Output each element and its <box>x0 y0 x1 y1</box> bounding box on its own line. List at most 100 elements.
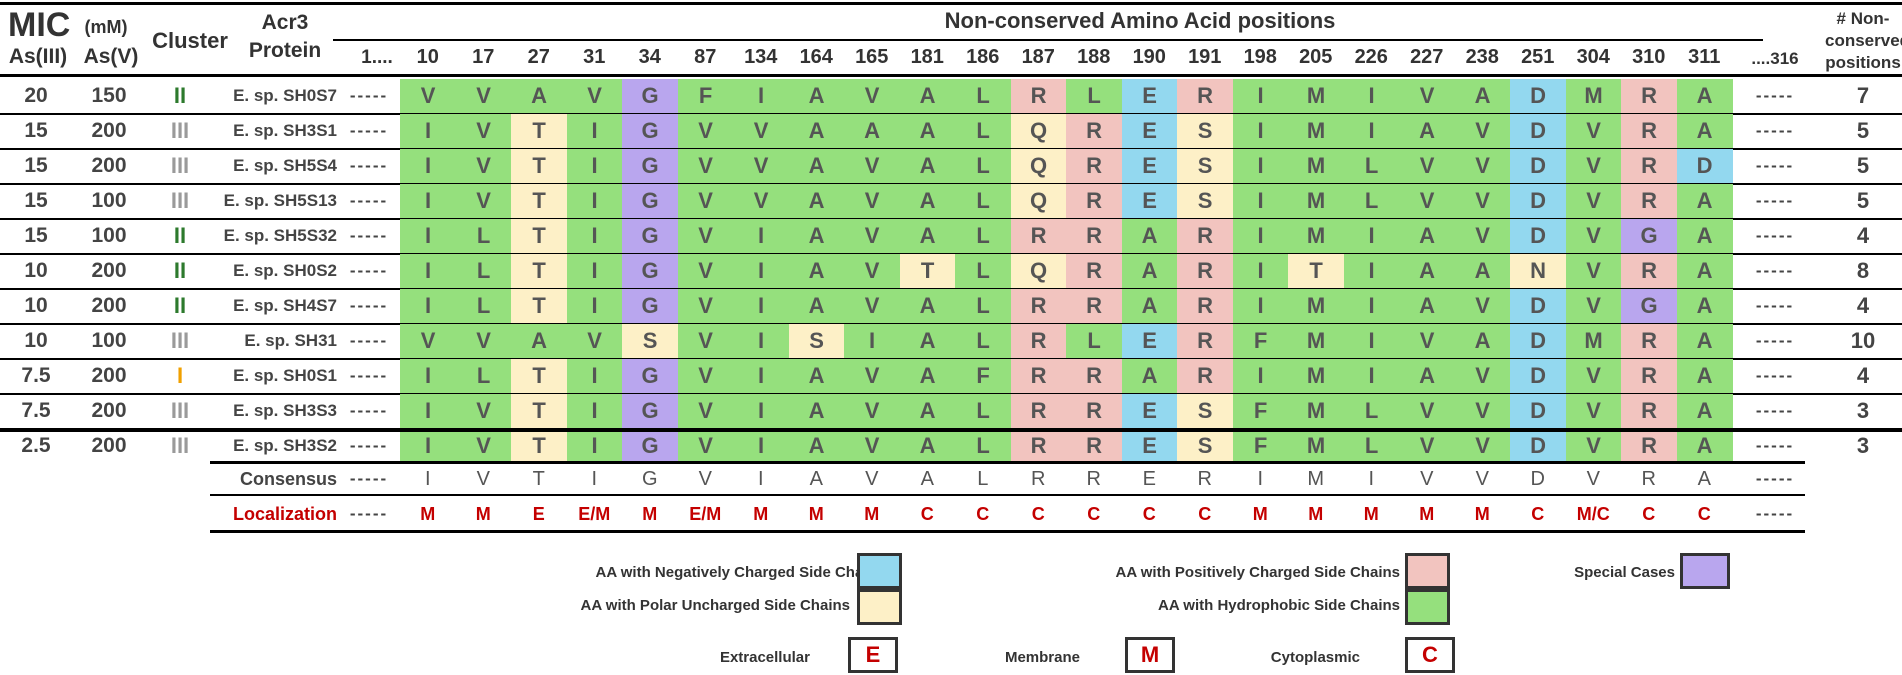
amino-acid-cell: A <box>899 324 956 358</box>
mic-unit: (mM) <box>84 17 128 37</box>
amino-acid-cell: I <box>400 289 457 323</box>
protein-name: E. sp. SH3S1 <box>233 121 337 140</box>
legend-positive-label: AA with Positively Charged Side Chains <box>1115 564 1400 581</box>
amino-acid-cell: L <box>955 254 1012 288</box>
amino-acid-cell: A <box>1399 289 1456 323</box>
amino-acid-cell: L <box>455 359 512 393</box>
amino-acid-cell: S <box>1177 394 1234 428</box>
consensus-value: L <box>977 467 989 490</box>
amino-acid-cell: I <box>400 254 457 288</box>
amino-acid-cell: E <box>1121 184 1178 218</box>
leading-dashes: ----- <box>349 401 389 420</box>
trailing-dashes: ----- <box>1755 331 1795 350</box>
position-header: 186 <box>966 46 1000 68</box>
amino-acid-cell: E <box>1121 114 1178 148</box>
nonconserved-count: 7 <box>1856 83 1870 108</box>
amino-acid-cell: G <box>622 79 679 113</box>
nonconserved-count: 5 <box>1856 118 1870 143</box>
amino-acid-cell: L <box>1343 184 1400 218</box>
amino-acid-cell: G <box>622 359 679 393</box>
consensus-value: I <box>757 467 764 490</box>
amino-acid-cell: I <box>733 394 790 428</box>
localization-value: E/M <box>578 503 611 524</box>
amino-acid-cell: L <box>955 324 1012 358</box>
position-header: 34 <box>638 46 661 68</box>
consensus-mid-rule <box>210 494 1805 496</box>
amino-acid-cell: I <box>400 359 457 393</box>
count-header-1: # Non- <box>1836 9 1890 28</box>
amino-acid-cell: A <box>1676 394 1733 428</box>
amino-acid-cell: I <box>400 219 457 253</box>
amino-acid-cell: V <box>455 79 512 113</box>
consensus-value: R <box>1641 467 1656 490</box>
amino-acid-cell: D <box>1510 429 1567 463</box>
amino-acid-cell: M <box>1288 79 1345 113</box>
legend-polar-label: AA with Polar Uncharged Side Chains <box>580 597 851 614</box>
amino-acid-cell: D <box>1510 184 1567 218</box>
localization-value: M <box>1419 503 1435 524</box>
consensus-value: R <box>1031 467 1046 490</box>
amino-acid-cell: A <box>511 79 568 113</box>
leading-dashes: ----- <box>349 121 389 140</box>
localization-value: C <box>920 503 934 524</box>
amino-acid-cell: Q <box>1010 184 1067 218</box>
bottom-rule <box>0 429 1902 432</box>
localization-end-dashes: ----- <box>1755 504 1795 523</box>
amino-acid-cell: R <box>1621 394 1678 428</box>
amino-acid-cell: G <box>1621 219 1678 253</box>
amino-acid-cell: Q <box>1010 149 1067 183</box>
nonconserved-count: 3 <box>1856 433 1870 458</box>
amino-acid-cell: R <box>1066 289 1123 323</box>
nonconserved-count: 5 <box>1856 153 1870 178</box>
amino-acid-cell: G <box>622 184 679 218</box>
amino-acid-cell: T <box>511 254 568 288</box>
leading-dashes: ----- <box>349 156 389 175</box>
table-row: 7.5 200 I E. sp. SH0S1 ----- I L T I G V I A V A F R R A R I… <box>0 359 1902 395</box>
amino-acid-cell: R <box>1621 254 1678 288</box>
protein-name: E. sp. SH0S1 <box>233 366 337 385</box>
consensus-value: V <box>865 467 879 490</box>
amino-acid-cell: V <box>844 184 901 218</box>
amino-acid-cell: R <box>1010 289 1067 323</box>
trailing-dashes: ----- <box>1755 121 1795 140</box>
amino-acid-cell: I <box>1232 359 1289 393</box>
amino-acid-cell: A <box>1454 79 1511 113</box>
legend-negative-swatch <box>857 553 902 589</box>
amino-acid-cell: I <box>1232 149 1289 183</box>
cluster-value: II <box>173 223 187 248</box>
consensus-bottom-rule <box>210 530 1805 533</box>
top-rule <box>0 2 1902 5</box>
amino-acid-cell: V <box>677 394 734 428</box>
amino-acid-cell: G <box>622 149 679 183</box>
localization-value: C <box>1142 503 1156 524</box>
amino-acid-cell: I <box>1343 359 1400 393</box>
legend-extracellular-box: E <box>848 637 898 673</box>
localization-value: M <box>475 503 491 524</box>
cluster-value: III <box>170 188 190 213</box>
amino-acid-cell: V <box>1399 184 1456 218</box>
localization-value: C <box>1642 503 1656 524</box>
amino-acid-cell: V <box>455 394 512 428</box>
amino-acid-cell: G <box>622 429 679 463</box>
amino-acid-cell: L <box>1066 324 1123 358</box>
consensus-value: G <box>641 467 658 490</box>
amino-acid-cell: T <box>511 289 568 323</box>
trailing-dashes: ----- <box>1755 86 1795 105</box>
consensus-dashes: ----- <box>349 469 389 488</box>
amino-acid-cell: A <box>1676 79 1733 113</box>
localization-value: M <box>1363 503 1379 524</box>
localization-value: M <box>808 503 824 524</box>
amino-acid-cell: R <box>1177 254 1234 288</box>
consensus-top-rule <box>210 461 1805 464</box>
amino-acid-cell: R <box>1066 219 1123 253</box>
position-header: 134 <box>744 46 778 68</box>
consensus-value: A <box>920 467 934 490</box>
amino-acid-cell: R <box>1177 219 1234 253</box>
leading-dashes: ----- <box>349 86 389 105</box>
position-header: 188 <box>1077 46 1111 68</box>
amino-acid-cell: V <box>844 149 901 183</box>
mic-title: MIC <box>8 6 71 44</box>
amino-acid-cell: I <box>1343 289 1400 323</box>
protein-name: E. sp. SH0S2 <box>233 261 337 280</box>
amino-acid-cell: S <box>1177 114 1234 148</box>
